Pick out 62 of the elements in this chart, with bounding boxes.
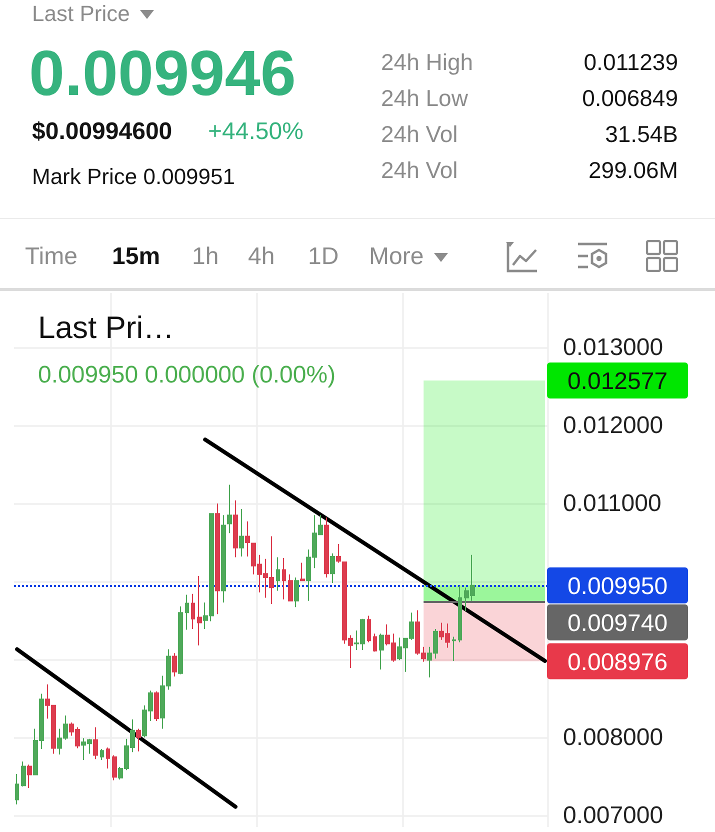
candlestick [367,615,371,643]
candlestick [227,484,232,534]
text: 0.006849 [582,85,678,112]
candlestick [154,690,159,722]
candlestick [452,636,456,662]
candlestick [239,508,244,557]
candlestick [136,728,141,752]
text: More [369,243,424,270]
text: 24h Low [381,85,468,112]
band-label: 0.012577 [567,368,668,396]
candlestick [112,754,117,781]
text: 24h Vol [381,121,458,148]
y-tick-label: 0.008000 [563,724,664,751]
candlestick [233,500,238,558]
candlestick [185,594,189,630]
candlestick [379,633,384,670]
candlestick [288,574,293,602]
text: $0.00994600 [32,118,172,146]
candlestick [15,773,19,805]
candlestick [100,748,104,760]
candlestick [282,558,286,600]
text: Last Price [32,1,130,26]
candlestick [276,556,280,592]
text: 0.009946 [29,37,296,109]
text: 24h Vol [381,157,458,184]
text: 1D [308,243,339,270]
candlestick [294,577,299,608]
text: Last Pri… [38,310,174,345]
y-tick-label: 0.012000 [563,412,664,440]
candlestick [458,586,462,643]
text: 15m [112,243,160,270]
band-label: 0.008976 [567,648,668,676]
candlestick [178,606,183,675]
candlestick [330,552,335,584]
candlestick [373,633,377,652]
y-tick-label: 0.013000 [563,334,664,362]
ref-line-label: 0.009950 [567,572,668,600]
text: 0.009950 0.000000 (0.00%) [38,362,336,388]
ref-line-label: 0.009740 [567,610,668,637]
candlestick [21,761,26,787]
candlestick [197,575,202,646]
candlestick [336,544,341,564]
y-tick-label: 0.007000 [563,802,664,829]
text: 1h [192,243,219,270]
text: 31.54B [605,121,678,148]
candlestick [27,764,32,789]
candlestick [172,652,177,678]
text: Time [25,243,78,270]
candlestick [215,502,220,615]
text: 299.06M [588,157,678,184]
candlestick [324,517,329,578]
text: 0.011239 [584,49,678,76]
candlestick [93,726,98,760]
candlestick [106,746,110,770]
text: 4h [248,243,275,270]
candlestick [191,593,195,630]
candlestick [300,562,305,582]
text: 24h High [381,49,474,76]
candlestick [221,514,226,603]
text: Mark Price 0.009951 [32,164,235,190]
y-tick-label: 0.011000 [563,490,662,517]
text: +44.50% [208,118,304,146]
